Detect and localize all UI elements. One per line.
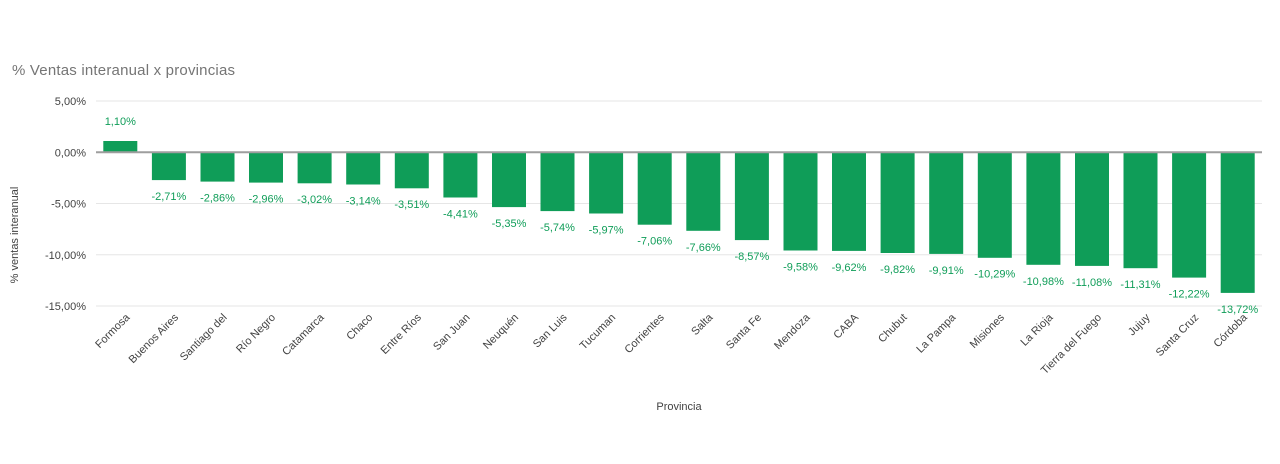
x-category-label: Neuquén	[481, 312, 521, 352]
bar	[394, 152, 429, 189]
bar-value-label: -2,71%	[151, 191, 186, 203]
x-category-label: San Juan	[431, 312, 472, 353]
y-tick-label: 5,00%	[55, 96, 86, 108]
bar-value-label: -2,96%	[249, 194, 284, 206]
x-category-label: Misiones	[968, 311, 1008, 351]
x-axis-title: Provincia	[656, 401, 702, 413]
bar	[1026, 152, 1061, 265]
bar	[443, 152, 478, 198]
x-category-label: Chubut	[876, 312, 910, 346]
bar	[1123, 152, 1158, 269]
bar	[1172, 152, 1207, 278]
y-tick-label: -5,00%	[51, 199, 86, 211]
x-category-label: Formosa	[93, 311, 133, 351]
bar	[1220, 152, 1255, 293]
bar	[151, 152, 186, 181]
y-tick-label: -15,00%	[45, 301, 86, 313]
bar-value-label: -5,74%	[540, 222, 575, 234]
x-category-label: CABA	[831, 311, 861, 341]
x-category-label: La Pampa	[914, 311, 959, 356]
x-category-label: Corrientes	[622, 311, 667, 356]
chart-title: % Ventas interanual x provincias	[12, 62, 236, 79]
x-category-label: Santa Cruz	[1154, 312, 1201, 359]
x-category-label: Córdoba	[1211, 311, 1250, 350]
bar-value-label: -5,97%	[589, 224, 624, 236]
x-category-label: Santa Fe	[724, 312, 764, 352]
bar	[589, 152, 624, 214]
bar	[832, 152, 866, 251]
y-axis-title: % ventas interanual	[9, 187, 21, 284]
x-category-label: La Rioja	[1018, 311, 1056, 349]
y-tick-label: 0,00%	[55, 147, 86, 159]
bar-value-label: -10,98%	[1023, 276, 1064, 288]
bar	[929, 152, 964, 254]
bar-value-label: -12,22%	[1169, 289, 1210, 301]
x-category-label: Santiago del	[178, 312, 230, 364]
bar	[734, 152, 769, 241]
bar	[1075, 152, 1109, 266]
bar-value-label: -9,91%	[929, 265, 964, 277]
bar	[686, 152, 721, 231]
bar	[346, 152, 381, 185]
bar	[297, 152, 332, 184]
bar-value-label: -9,62%	[832, 262, 867, 274]
bar	[200, 152, 235, 182]
bar	[783, 152, 818, 251]
bar-value-label: -11,31%	[1120, 279, 1160, 291]
bar-value-label: -7,06%	[637, 236, 672, 248]
x-category-label: Mendoza	[772, 311, 813, 352]
bar-value-label: 1,10%	[105, 116, 136, 128]
bar-value-label: -11,08%	[1072, 277, 1112, 289]
x-category-label: San Luis	[531, 311, 570, 350]
bar-value-label: -3,02%	[297, 194, 332, 206]
bar-value-label: -8,57%	[734, 251, 769, 263]
bar-value-label: -10,29%	[974, 269, 1015, 281]
plot-area: 5,00% 0,00% -5,00% -10,00% -15,00% 1,10% -2,71…	[45, 96, 1262, 377]
bar	[977, 152, 1012, 258]
bar-value-label: -3,51%	[394, 199, 429, 211]
bar	[492, 152, 526, 208]
bar	[880, 152, 915, 253]
bar	[103, 141, 138, 153]
bar-value-label: -2,86%	[200, 193, 235, 205]
bar-value-label: -9,82%	[880, 264, 915, 276]
x-category-label: Buenos Aires	[127, 311, 182, 366]
x-category-label: Jujuy	[1126, 311, 1153, 338]
bar	[540, 152, 575, 212]
y-tick-label: -10,00%	[45, 250, 86, 262]
x-category-label: Catamarca	[280, 311, 327, 358]
bar-value-label: -3,14%	[346, 195, 381, 207]
bar-value-label: -7,66%	[686, 242, 721, 254]
x-category-label: Salta	[689, 311, 716, 338]
x-category-label: Tucuman	[578, 312, 619, 353]
bar-value-label: -5,35%	[492, 218, 527, 230]
x-category-label: Río Negro	[234, 312, 278, 356]
bar	[249, 152, 283, 183]
x-category-label: Chaco	[344, 312, 375, 343]
bar-value-label: -13,72%	[1217, 304, 1258, 316]
bar-value-label: -9,58%	[783, 261, 818, 273]
x-category-label: Entre Ríos	[379, 311, 425, 357]
bar	[637, 152, 672, 225]
bar-value-label: -4,41%	[443, 209, 478, 221]
